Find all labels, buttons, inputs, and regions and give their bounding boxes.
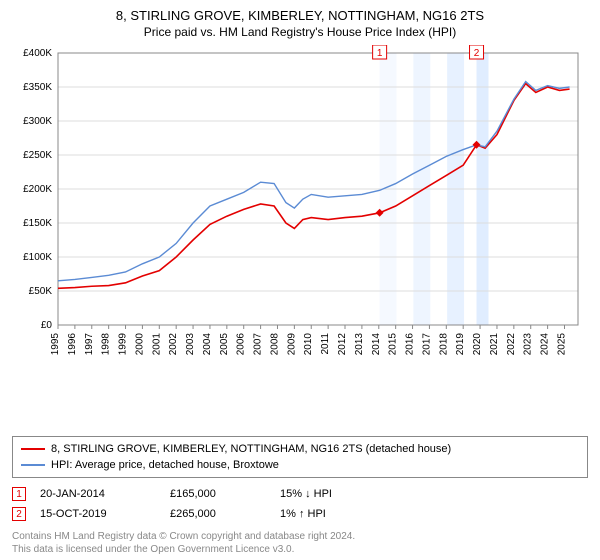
svg-text:2000: 2000: [134, 333, 145, 356]
svg-text:2003: 2003: [185, 333, 196, 356]
svg-text:2002: 2002: [168, 333, 179, 356]
legend-swatch: [21, 448, 45, 450]
legend: 8, STIRLING GROVE, KIMBERLEY, NOTTINGHAM…: [12, 436, 588, 478]
sale-date: 15-OCT-2019: [40, 508, 170, 520]
title-main: 8, STIRLING GROVE, KIMBERLEY, NOTTINGHAM…: [12, 8, 588, 23]
svg-text:2014: 2014: [371, 333, 382, 356]
legend-label: 8, STIRLING GROVE, KIMBERLEY, NOTTINGHAM…: [51, 443, 451, 455]
svg-text:2010: 2010: [303, 333, 314, 356]
svg-text:£300K: £300K: [23, 116, 52, 127]
svg-text:2025: 2025: [556, 333, 567, 356]
svg-text:£250K: £250K: [23, 150, 52, 161]
svg-text:£150K: £150K: [23, 218, 52, 229]
svg-text:2011: 2011: [320, 333, 331, 355]
sales-row: 1 20-JAN-2014 £165,000 15% ↓ HPI: [12, 484, 588, 504]
svg-text:2015: 2015: [388, 333, 399, 356]
svg-text:£200K: £200K: [23, 184, 52, 195]
price-chart: £0 £50K £100K £150K £200K £250K £300K £350K £400…: [12, 45, 588, 432]
footer: Contains HM Land Registry data © Crown c…: [12, 530, 588, 556]
svg-text:£100K: £100K: [23, 252, 52, 263]
svg-text:1999: 1999: [118, 333, 129, 356]
svg-text:2005: 2005: [219, 333, 230, 356]
sale-marker-icon: 2: [12, 507, 26, 521]
svg-text:1998: 1998: [101, 333, 112, 356]
svg-text:2016: 2016: [405, 333, 416, 356]
svg-text:2023: 2023: [523, 333, 534, 356]
svg-text:1995: 1995: [50, 333, 61, 356]
svg-text:2017: 2017: [421, 333, 432, 356]
sale-marker-number: 1: [16, 489, 22, 500]
svg-text:2019: 2019: [455, 333, 466, 356]
sales-row: 2 15-OCT-2019 £265,000 1% ↑ HPI: [12, 504, 588, 524]
title-block: 8, STIRLING GROVE, KIMBERLEY, NOTTINGHAM…: [12, 8, 588, 39]
svg-text:2018: 2018: [438, 333, 449, 356]
svg-text:1: 1: [377, 48, 383, 59]
svg-text:£350K: £350K: [23, 82, 52, 93]
svg-text:£50K: £50K: [29, 286, 53, 297]
svg-text:2024: 2024: [540, 333, 551, 356]
legend-label: HPI: Average price, detached house, Brox…: [51, 459, 279, 471]
svg-text:2001: 2001: [151, 333, 162, 356]
svg-text:2008: 2008: [269, 333, 280, 356]
footer-line: This data is licensed under the Open Gov…: [12, 543, 588, 556]
sale-delta: 1% ↑ HPI: [280, 508, 380, 520]
sale-marker-number: 2: [16, 509, 22, 520]
svg-text:2004: 2004: [202, 333, 213, 356]
svg-text:1997: 1997: [84, 333, 95, 356]
svg-text:2021: 2021: [489, 333, 500, 356]
sale-marker-icon: 1: [12, 487, 26, 501]
svg-text:2012: 2012: [337, 333, 348, 356]
svg-text:2020: 2020: [472, 333, 483, 356]
svg-text:2013: 2013: [354, 333, 365, 356]
svg-text:2007: 2007: [253, 333, 264, 356]
svg-text:2022: 2022: [506, 333, 517, 356]
svg-text:2009: 2009: [286, 333, 297, 356]
sale-delta: 15% ↓ HPI: [280, 488, 380, 500]
svg-text:£0: £0: [41, 320, 53, 331]
svg-text:2: 2: [474, 48, 480, 59]
footer-line: Contains HM Land Registry data © Crown c…: [12, 530, 588, 543]
sale-price: £265,000: [170, 508, 280, 520]
sales-table: 1 20-JAN-2014 £165,000 15% ↓ HPI 2 15-OC…: [12, 484, 588, 524]
legend-swatch: [21, 464, 45, 466]
legend-row: HPI: Average price, detached house, Brox…: [21, 457, 579, 473]
legend-row: 8, STIRLING GROVE, KIMBERLEY, NOTTINGHAM…: [21, 441, 579, 457]
svg-text:2006: 2006: [236, 333, 247, 356]
svg-text:1996: 1996: [67, 333, 78, 356]
svg-text:£400K: £400K: [23, 48, 52, 59]
sale-date: 20-JAN-2014: [40, 488, 170, 500]
title-sub: Price paid vs. HM Land Registry's House …: [12, 25, 588, 39]
sale-price: £165,000: [170, 488, 280, 500]
